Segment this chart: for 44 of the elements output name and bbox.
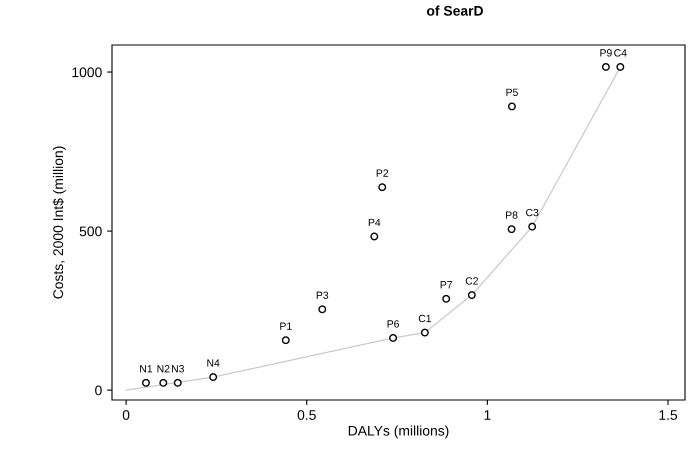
point (174, 378, 182, 387)
annotation: P9 (600, 49, 612, 57)
annotation: C2 (466, 277, 478, 285)
point (508, 102, 516, 110)
annotation: N3 (172, 365, 184, 372)
annotation: P7 (440, 281, 452, 288)
point (318, 305, 326, 314)
annotation: P4 (368, 218, 380, 226)
y-tick-label: 500 (80, 226, 102, 236)
point (602, 62, 610, 71)
annotation: N2 (158, 365, 170, 372)
y-tick-label: 1000 (72, 67, 102, 78)
point (420, 328, 429, 337)
annotation: C1 (418, 314, 432, 322)
annotation: C4 (614, 49, 627, 57)
y-axis-title: Costs, 2000 Int$ (million) (52, 146, 66, 299)
annotation: P3 (316, 292, 328, 299)
point (378, 183, 386, 192)
x-axis-title: DALYs (millions) (348, 425, 448, 438)
point (508, 225, 516, 234)
point (389, 334, 398, 342)
point (142, 378, 150, 387)
point (282, 336, 290, 344)
point (159, 378, 168, 387)
annotation: P5 (506, 88, 518, 96)
x-tick-label: 0.5 (298, 410, 316, 420)
annotation: N1 (140, 365, 152, 372)
annotation: P2 (376, 169, 388, 177)
x-tick-label: 0 (122, 410, 130, 420)
point (209, 373, 218, 382)
chart-title: of SearD (426, 6, 483, 16)
x-tick-label: 1.5 (659, 410, 678, 420)
annotation: P6 (388, 320, 399, 328)
point (528, 222, 536, 231)
point (370, 232, 378, 240)
annotation: N4 (207, 359, 220, 367)
y-tick-label: 0 (95, 385, 102, 396)
annotation: P8 (506, 211, 518, 219)
annotation: C3 (526, 208, 538, 216)
point (442, 294, 450, 303)
point (468, 291, 476, 299)
point (616, 62, 624, 71)
annotation: P1 (280, 322, 292, 330)
x-tick-label: 1 (484, 410, 491, 420)
